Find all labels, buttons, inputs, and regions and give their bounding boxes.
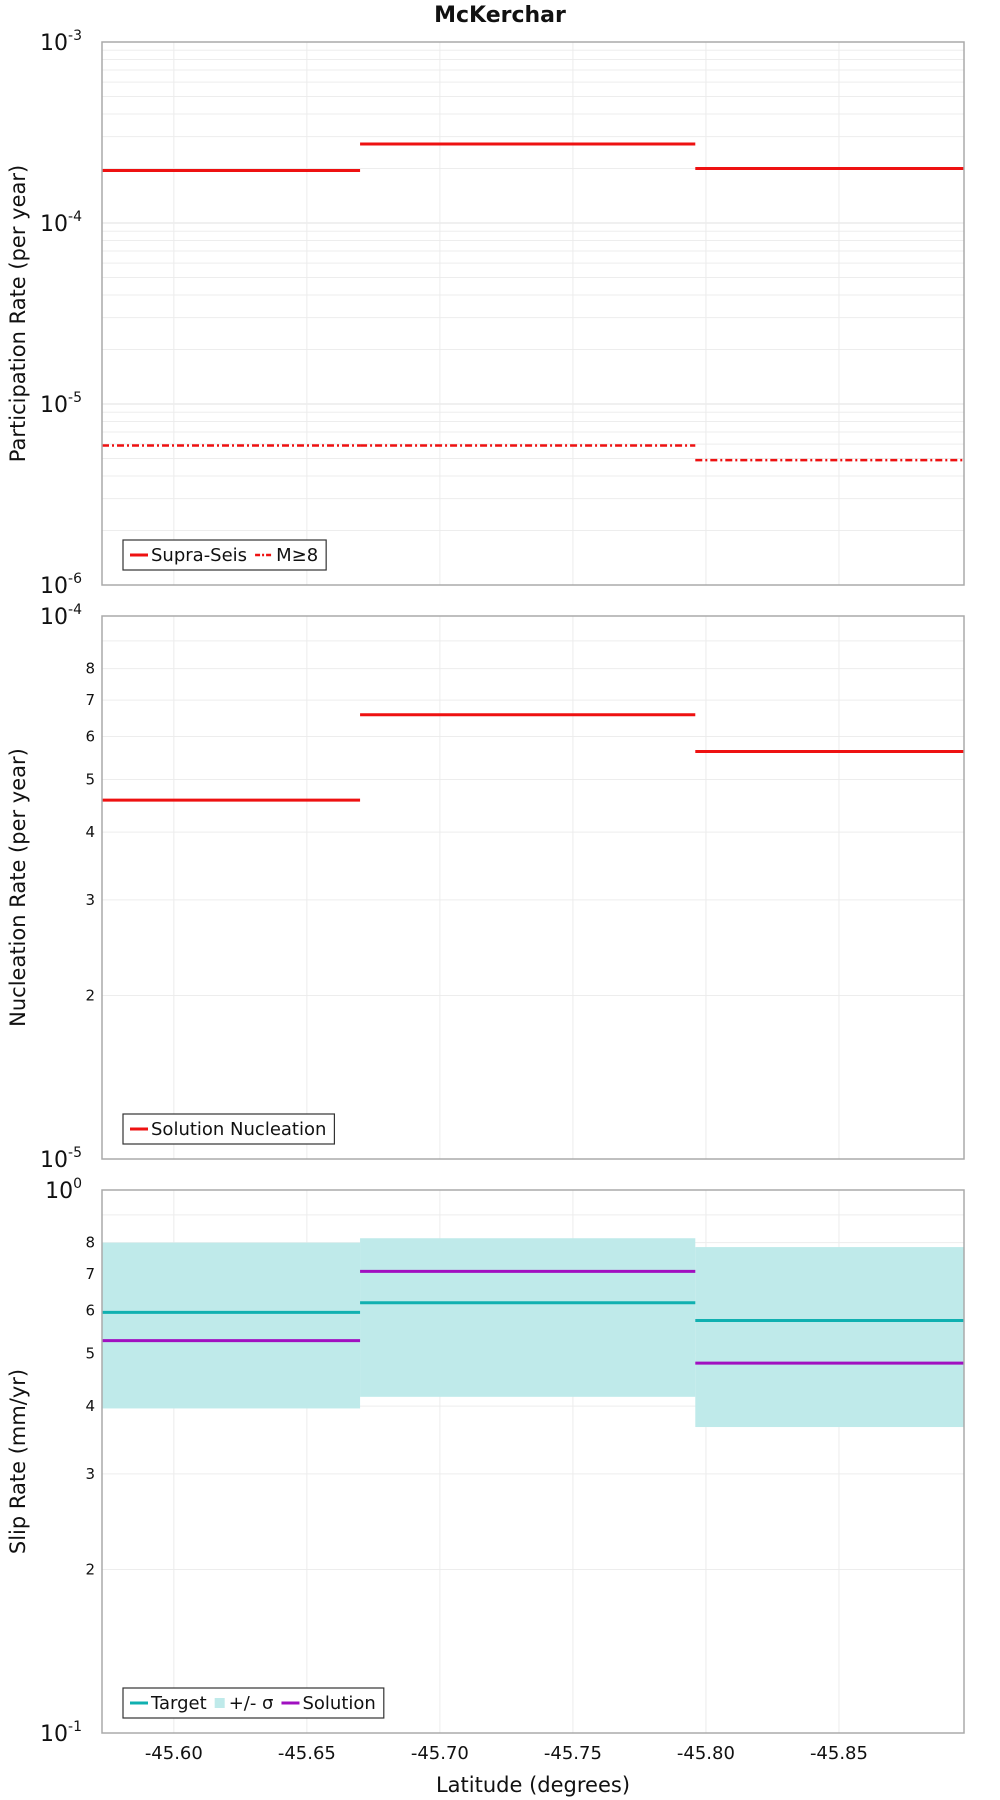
slip-band xyxy=(102,1238,964,1428)
x-tick-label: -45.60 xyxy=(145,1743,203,1764)
slip-legend-label: +/- σ xyxy=(229,1693,274,1714)
participation-legend-label: M≥8 xyxy=(276,545,318,566)
tick-base: 10 xyxy=(40,574,68,599)
participation-y-tick-label: 10-3 xyxy=(40,28,82,56)
nucleation-y-minor-label: 8 xyxy=(85,660,95,678)
x-tick-label: -45.80 xyxy=(677,1743,735,1764)
slip-y-minor-label: 3 xyxy=(85,1465,95,1483)
slip-legend-frame xyxy=(122,1687,385,1719)
slip-legend-label: Target xyxy=(150,1693,207,1714)
tick-exponent: -5 xyxy=(68,390,82,406)
x-tick-label: -45.65 xyxy=(278,1743,336,1764)
x-axis-ticks: -45.60 -45.65 -45.70 -45.75 -45.80 -45.85 xyxy=(145,1743,868,1764)
participation-y-tick-label: 10-5 xyxy=(40,390,82,418)
tick-exponent: -5 xyxy=(68,1145,82,1161)
tick-base: 10 xyxy=(40,1148,68,1173)
tick-exponent: -3 xyxy=(68,28,82,44)
nucleation-legend-frame xyxy=(122,1113,336,1145)
slip-y-minor-label: 5 xyxy=(85,1344,95,1362)
nucleation-y-minor-label: 3 xyxy=(85,891,95,909)
tick-base: 10 xyxy=(40,1722,68,1747)
slip-series-solution xyxy=(102,1269,964,1365)
nucleation-legend: Solution Nucleation xyxy=(122,1113,336,1145)
nucleation-y-minor-label: 5 xyxy=(85,770,95,788)
slip-y-tick-label: 10-1 xyxy=(40,1719,82,1747)
x-axis-title: Latitude (degrees) xyxy=(436,1773,630,1797)
slip-y-axis-title: Slip Rate (mm/yr) xyxy=(6,1369,30,1554)
participation-legend-background xyxy=(123,540,327,570)
slip-y-minor-label: 2 xyxy=(85,1561,95,1579)
tick-exponent: -4 xyxy=(68,209,82,225)
tick-base: 10 xyxy=(40,393,68,418)
slip-y-minor-label: 8 xyxy=(85,1234,95,1252)
slip-legend-background xyxy=(123,1688,384,1718)
participation-grid xyxy=(102,42,964,585)
nucleation-legend-label: Solution Nucleation xyxy=(151,1119,326,1140)
participation-legend-label: Supra-Seis xyxy=(151,545,247,566)
nucleation-series-solution-nucleation xyxy=(102,713,964,802)
nucleation-plot-frame xyxy=(101,615,965,1160)
nucleation-legend-background xyxy=(123,1114,335,1144)
chart-title: McKerchar xyxy=(434,3,566,28)
nucleation-grid xyxy=(102,616,964,1159)
participation-y-axis-title: Participation Rate (per year) xyxy=(6,165,30,462)
tick-base: 10 xyxy=(40,212,68,237)
x-tick-label: -45.75 xyxy=(544,1743,602,1764)
tick-exponent: -1 xyxy=(68,1719,82,1735)
tick-base: 10 xyxy=(45,1179,73,1204)
slip-legend-label: Solution xyxy=(302,1693,375,1714)
slip-legend: Target +/- σ Solution xyxy=(122,1687,385,1719)
slip-legend-swatch xyxy=(214,1698,225,1708)
tick-exponent: 0 xyxy=(73,1176,82,1192)
nucleation-y-minor-label: 7 xyxy=(85,691,95,709)
x-tick-label: -45.85 xyxy=(810,1743,868,1764)
slip-y-tick-label: 100 xyxy=(45,1176,82,1204)
slip-series-target xyxy=(102,1301,964,1323)
slip-y-minor-label: 4 xyxy=(85,1397,95,1415)
nucleation-y-axis-title: Nucleation Rate (per year) xyxy=(6,748,30,1027)
tick-exponent: -4 xyxy=(68,602,82,618)
tick-base: 10 xyxy=(40,605,68,630)
slip-y-minor-label: 7 xyxy=(85,1265,95,1283)
participation-legend-frame xyxy=(122,539,327,571)
participation-series-supra-seis xyxy=(102,142,964,173)
x-tick-label: -45.70 xyxy=(411,1743,469,1764)
nucleation-y-minor-label: 4 xyxy=(85,823,95,841)
participation-y-tick-label: 10-6 xyxy=(40,571,82,599)
slip-band-segment xyxy=(102,1242,361,1409)
participation-plot-frame xyxy=(101,41,965,586)
slip-y-minor-label: 6 xyxy=(85,1301,95,1319)
tick-base: 10 xyxy=(40,31,68,56)
tick-exponent: -6 xyxy=(68,571,82,587)
slip-plot-frame xyxy=(101,1189,965,1734)
participation-legend: Supra-Seis M≥8 xyxy=(122,539,327,571)
nucleation-y-minor-label: 6 xyxy=(85,727,95,745)
nucleation-y-tick-label: 10-4 xyxy=(40,602,82,630)
participation-y-tick-label: 10-4 xyxy=(40,209,82,237)
slip-band-segment xyxy=(360,1238,696,1397)
participation-series-m-8 xyxy=(102,444,964,462)
slip-band-segment xyxy=(695,1247,964,1428)
nucleation-y-tick-label: 10-5 xyxy=(40,1145,82,1173)
nucleation-y-minor-label: 2 xyxy=(85,987,95,1005)
